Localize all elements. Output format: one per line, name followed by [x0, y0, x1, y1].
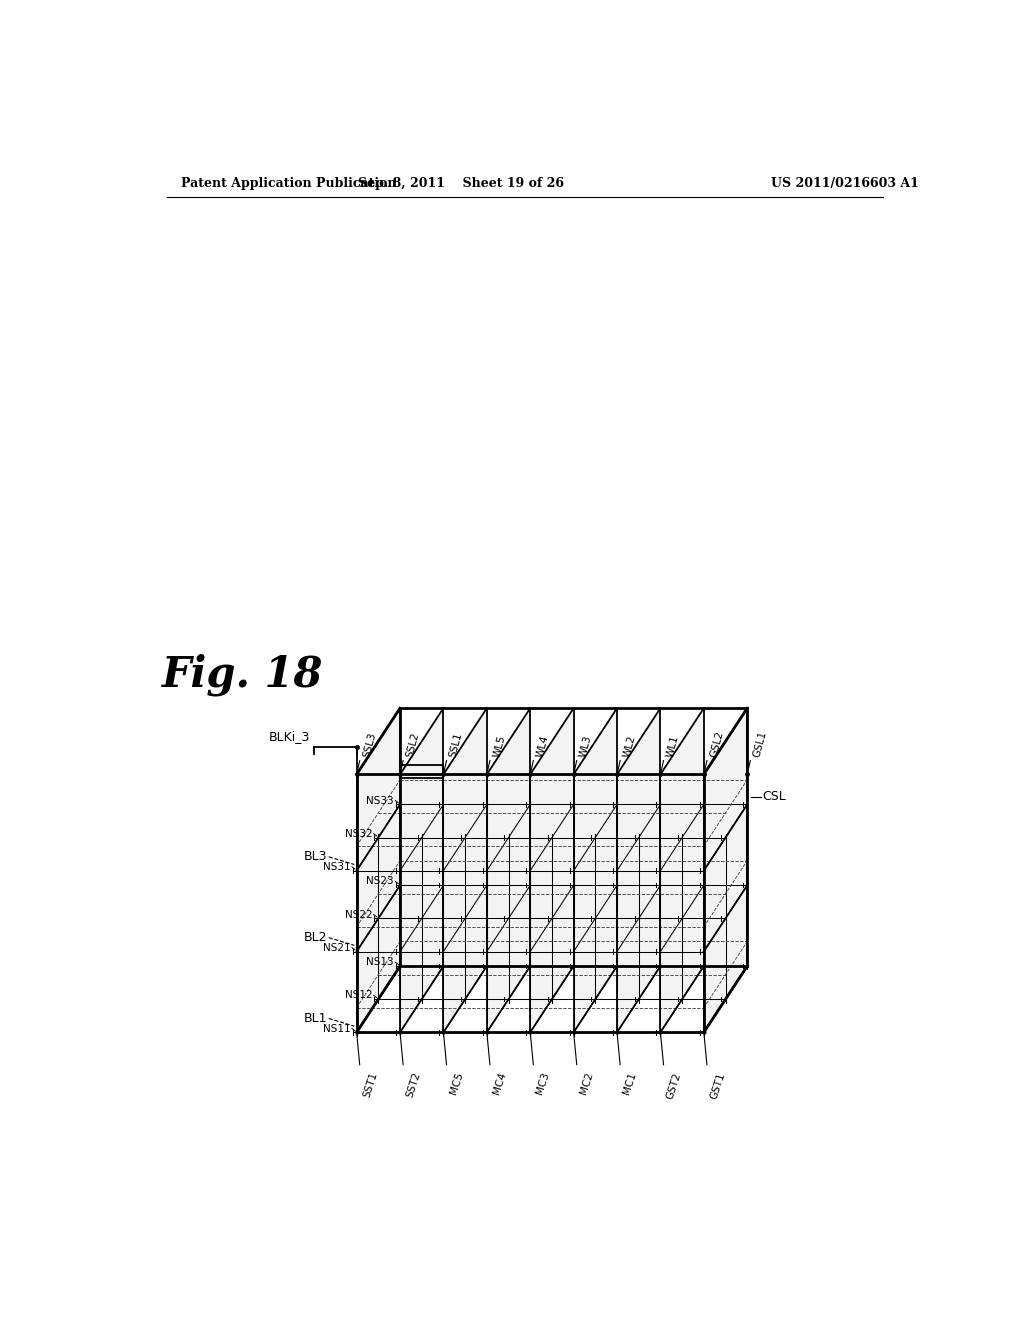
Text: GSL2: GSL2: [709, 730, 725, 759]
Text: WL2: WL2: [622, 734, 637, 759]
Text: NS22: NS22: [344, 909, 372, 920]
Text: NS11: NS11: [323, 1023, 350, 1034]
Text: SSL3: SSL3: [361, 731, 378, 759]
Polygon shape: [617, 708, 660, 1032]
Text: GSL1: GSL1: [752, 730, 769, 759]
Text: NS32: NS32: [344, 829, 372, 838]
Text: WL4: WL4: [535, 734, 550, 759]
Text: MC4: MC4: [492, 1071, 508, 1096]
Text: SST2: SST2: [404, 1071, 422, 1098]
Text: NS21: NS21: [323, 942, 350, 953]
Text: SSL1: SSL1: [449, 731, 464, 759]
Text: MC3: MC3: [535, 1071, 552, 1096]
Text: BL2: BL2: [304, 931, 328, 944]
Text: WL1: WL1: [665, 734, 681, 759]
Text: SST1: SST1: [361, 1071, 379, 1098]
Polygon shape: [530, 708, 573, 1032]
Text: BLKi_3: BLKi_3: [268, 730, 310, 743]
Text: MC2: MC2: [579, 1071, 595, 1096]
Polygon shape: [400, 708, 443, 1032]
Polygon shape: [486, 708, 530, 1032]
Text: MC5: MC5: [449, 1071, 465, 1096]
Text: NS12: NS12: [344, 990, 372, 1001]
Text: BL1: BL1: [304, 1012, 328, 1026]
Text: WL3: WL3: [579, 734, 594, 759]
Text: Sep. 8, 2011    Sheet 19 of 26: Sep. 8, 2011 Sheet 19 of 26: [358, 177, 564, 190]
Text: US 2011/0216603 A1: US 2011/0216603 A1: [771, 177, 920, 190]
Text: CSL: CSL: [763, 791, 786, 804]
Text: MC1: MC1: [622, 1071, 638, 1096]
Text: WL5: WL5: [492, 734, 507, 759]
Polygon shape: [703, 708, 748, 1032]
Text: NS31: NS31: [323, 862, 350, 871]
Text: Fig. 18: Fig. 18: [162, 653, 324, 696]
Text: SSL2: SSL2: [404, 731, 421, 759]
Text: GST2: GST2: [665, 1071, 683, 1100]
Text: NS33: NS33: [367, 796, 394, 805]
Text: NS23: NS23: [367, 876, 394, 887]
Polygon shape: [573, 708, 617, 1032]
Polygon shape: [660, 708, 703, 1032]
Polygon shape: [443, 708, 486, 1032]
Text: BL3: BL3: [304, 850, 328, 863]
Polygon shape: [356, 708, 400, 1032]
Text: GST1: GST1: [709, 1071, 726, 1100]
Text: Patent Application Publication: Patent Application Publication: [180, 177, 396, 190]
Text: NS13: NS13: [367, 957, 394, 968]
